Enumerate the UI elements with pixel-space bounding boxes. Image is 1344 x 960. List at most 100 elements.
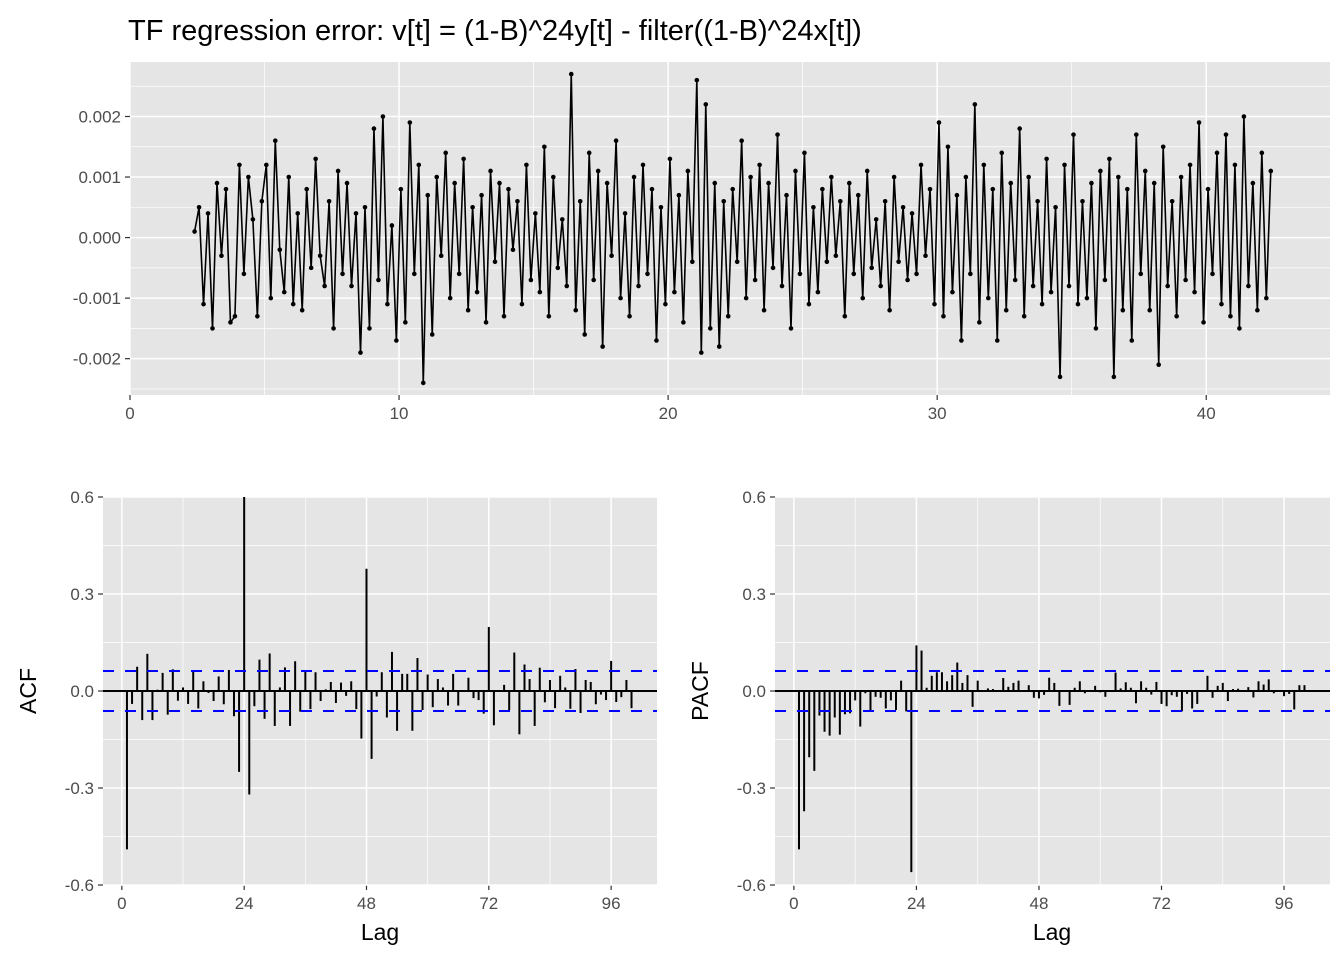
data-point bbox=[246, 174, 251, 180]
data-point bbox=[1035, 198, 1040, 204]
data-point bbox=[914, 271, 919, 277]
data-point bbox=[707, 326, 713, 331]
data-point bbox=[757, 162, 762, 168]
data-point bbox=[1237, 326, 1242, 331]
data-point bbox=[681, 320, 686, 325]
data-point bbox=[1053, 205, 1058, 210]
data-point bbox=[201, 301, 206, 307]
data-point bbox=[1021, 313, 1027, 319]
data-point bbox=[264, 162, 269, 168]
data-point bbox=[340, 271, 345, 277]
data-point bbox=[555, 265, 561, 271]
data-point bbox=[344, 180, 350, 186]
data-point bbox=[945, 144, 951, 150]
data-point bbox=[950, 289, 955, 295]
data-point bbox=[595, 168, 601, 174]
data-point bbox=[645, 271, 650, 277]
y-tick-label: -0.3 bbox=[65, 779, 94, 798]
data-point bbox=[936, 120, 942, 125]
data-point bbox=[1219, 301, 1224, 307]
data-point bbox=[515, 198, 520, 204]
data-point bbox=[1241, 114, 1247, 119]
data-point bbox=[1017, 126, 1022, 131]
data-point bbox=[846, 180, 852, 186]
data-point bbox=[1098, 168, 1103, 174]
data-point bbox=[559, 217, 565, 222]
data-point bbox=[295, 211, 301, 216]
data-point bbox=[281, 289, 287, 295]
data-point bbox=[770, 265, 776, 271]
data-point bbox=[483, 320, 489, 325]
data-point bbox=[326, 198, 332, 204]
data-point bbox=[775, 132, 780, 137]
x-tick-label: 72 bbox=[1152, 894, 1171, 913]
data-point bbox=[255, 313, 260, 319]
data-point bbox=[232, 313, 238, 319]
data-point bbox=[815, 289, 821, 295]
data-point bbox=[811, 205, 816, 210]
data-point bbox=[416, 162, 422, 168]
data-point bbox=[362, 205, 368, 210]
data-point bbox=[1138, 271, 1144, 277]
data-point bbox=[685, 168, 691, 174]
data-point bbox=[210, 326, 215, 331]
data-point bbox=[425, 192, 431, 198]
data-point bbox=[308, 265, 314, 271]
data-point bbox=[443, 150, 448, 156]
data-point bbox=[524, 162, 529, 168]
y-tick-label: 0.0 bbox=[742, 682, 766, 701]
data-point bbox=[385, 301, 390, 307]
x-tick-label: 24 bbox=[907, 894, 926, 913]
time-series-panel: 0 10 20 30 40 0.002 0.001 0.000 -0.001 -0.002 bbox=[73, 62, 1330, 423]
data-point bbox=[237, 162, 242, 168]
data-point bbox=[802, 150, 807, 156]
data-point bbox=[627, 313, 632, 319]
data-point bbox=[1192, 289, 1197, 295]
data-point bbox=[1147, 307, 1153, 313]
data-point bbox=[829, 174, 834, 180]
data-point bbox=[1174, 313, 1179, 319]
data-point bbox=[1214, 150, 1220, 156]
data-point bbox=[963, 174, 969, 180]
data-point bbox=[985, 295, 991, 301]
data-point bbox=[1080, 198, 1085, 204]
acf-y-axis-label: ACF bbox=[15, 668, 41, 714]
data-point bbox=[725, 313, 731, 319]
data-point bbox=[586, 150, 592, 156]
data-point bbox=[537, 289, 543, 295]
data-point bbox=[519, 301, 525, 307]
data-point bbox=[1264, 295, 1269, 301]
data-point bbox=[564, 283, 570, 289]
data-point bbox=[981, 162, 987, 168]
data-point bbox=[465, 307, 471, 313]
data-point bbox=[703, 102, 709, 107]
data-point bbox=[806, 301, 812, 307]
data-point bbox=[461, 156, 466, 162]
data-point bbox=[568, 71, 574, 77]
x-tick-label: 0 bbox=[125, 404, 134, 423]
data-point bbox=[604, 180, 610, 186]
data-point bbox=[407, 120, 413, 125]
data-point bbox=[1160, 144, 1166, 150]
y-tick-label: -0.001 bbox=[73, 289, 121, 308]
data-point bbox=[1169, 198, 1175, 204]
data-point bbox=[1223, 132, 1229, 137]
data-point bbox=[447, 295, 453, 301]
data-point bbox=[676, 192, 682, 198]
data-point bbox=[1205, 186, 1211, 192]
data-point bbox=[403, 320, 408, 325]
pacf-panel: 0 24 48 72 96 0.6 0.3 0.0 -0.3 -0.6 bbox=[737, 488, 1330, 913]
x-tick-label: 96 bbox=[1275, 894, 1294, 913]
y-tick-label: 0.6 bbox=[70, 488, 94, 507]
data-point bbox=[667, 156, 673, 162]
data-point bbox=[1012, 277, 1018, 283]
data-point bbox=[959, 338, 964, 343]
y-tick-label: 0.3 bbox=[742, 585, 766, 604]
data-point bbox=[891, 174, 897, 180]
data-point bbox=[1129, 338, 1135, 343]
data-point bbox=[1039, 301, 1045, 307]
y-tick-label: 0.002 bbox=[78, 107, 121, 126]
data-point bbox=[712, 180, 718, 186]
data-point bbox=[389, 223, 395, 228]
y-tick-label: 0.001 bbox=[78, 168, 121, 187]
